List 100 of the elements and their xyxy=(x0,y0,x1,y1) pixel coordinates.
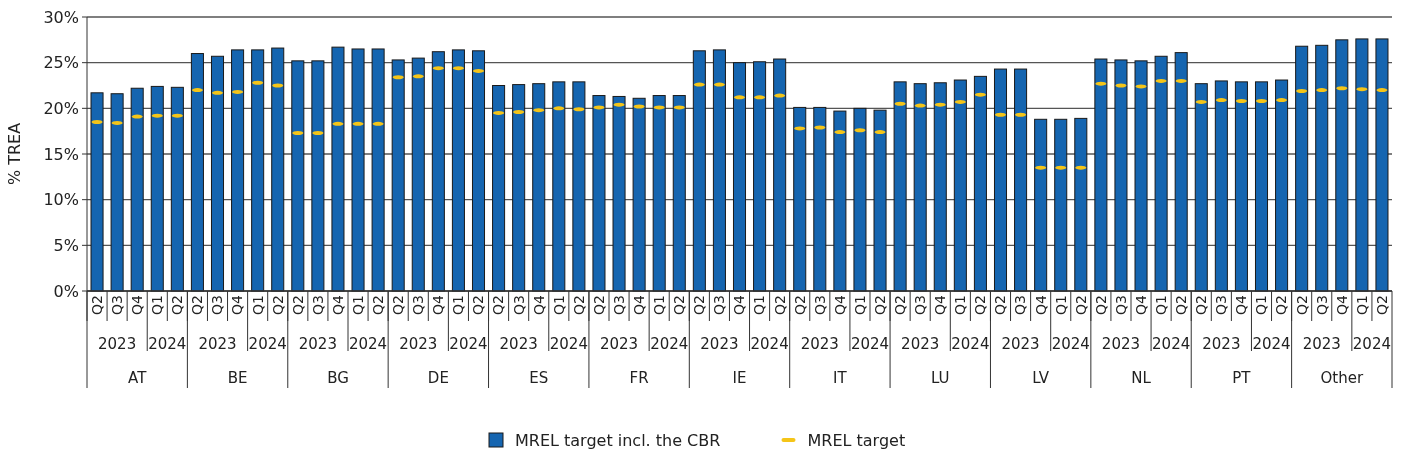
text: IE xyxy=(732,369,747,387)
text: 2024 xyxy=(348,335,388,353)
text: 2023 xyxy=(901,335,940,353)
bar xyxy=(1154,55,1168,292)
bar xyxy=(532,83,546,292)
text: 2023 xyxy=(599,335,639,353)
y-tick-label: 10% xyxy=(43,190,79,210)
text: BG xyxy=(327,369,349,387)
x-tick-label: Q2 xyxy=(791,295,808,315)
x-tick-label: Q4 xyxy=(430,294,447,315)
bar xyxy=(492,85,506,292)
bar xyxy=(692,50,706,292)
x-tick-label: Q3 xyxy=(912,295,929,315)
text: 2023 xyxy=(98,335,137,353)
bar xyxy=(933,82,947,292)
text: IT xyxy=(833,369,848,387)
x-tick-label: Q2 xyxy=(88,295,105,315)
x-tick-label: Q1 xyxy=(1353,295,1370,315)
x-tick-label: Q3 xyxy=(711,295,728,315)
x-tick-label: Q1 xyxy=(1153,295,1170,315)
x-tick-label: Q2 xyxy=(671,295,688,315)
bar xyxy=(572,81,586,292)
bar xyxy=(291,60,305,292)
bar xyxy=(150,85,164,292)
x-tick-label: Q2 xyxy=(189,295,206,315)
bar xyxy=(1295,45,1309,292)
text: 2024 xyxy=(750,335,789,353)
bar xyxy=(190,53,204,292)
bar xyxy=(1355,38,1369,292)
bar xyxy=(231,49,245,292)
text: 2024 xyxy=(248,335,287,353)
bar xyxy=(1074,117,1088,292)
x-tick-label: Q3 xyxy=(209,295,226,315)
bar xyxy=(773,58,787,292)
bar xyxy=(552,81,566,292)
x-tick-label: Q4 xyxy=(129,294,146,315)
bar xyxy=(1214,80,1228,292)
bar xyxy=(732,62,747,292)
x-tick-label: Q2 xyxy=(1373,295,1390,315)
bar xyxy=(1275,79,1289,292)
bar xyxy=(311,60,325,292)
bar xyxy=(1234,81,1248,292)
bar xyxy=(873,109,887,292)
x-tick-label: Q3 xyxy=(109,295,126,315)
x-tick-label: Q2 xyxy=(1293,295,1310,315)
text: 2024 xyxy=(1051,335,1090,353)
bar xyxy=(632,97,646,292)
bar xyxy=(993,68,1008,292)
bar xyxy=(351,48,365,292)
x-tick-label: Q2 xyxy=(390,295,407,315)
x-tick-label: Q3 xyxy=(610,295,627,315)
x-tick-label: Q1 xyxy=(1253,295,1270,315)
x-tick-label: Q2 xyxy=(1092,295,1109,315)
x-tick-label: Q3 xyxy=(410,295,427,315)
x-tick-label: Q2 xyxy=(771,295,788,315)
text: 2024 xyxy=(449,335,488,353)
bar xyxy=(1014,68,1028,292)
x-tick-label: Q2 xyxy=(590,295,607,315)
bar xyxy=(371,48,385,292)
bar xyxy=(652,95,666,292)
x-tick-label: Q4 xyxy=(229,294,246,315)
bar xyxy=(90,92,104,292)
x-tick-label: Q4 xyxy=(831,294,848,315)
text: FR xyxy=(629,369,649,387)
x-tick-label: Q2 xyxy=(370,295,387,315)
bar xyxy=(853,107,867,292)
x-tick-label: Q1 xyxy=(1052,295,1069,315)
y-tick-label: 20% xyxy=(43,98,79,118)
bar xyxy=(331,46,345,292)
x-tick-label: Q1 xyxy=(249,295,266,315)
x-tick-label: Q3 xyxy=(1112,295,1129,315)
x-tick-label: Q1 xyxy=(851,295,868,315)
bar xyxy=(753,61,767,292)
bar xyxy=(1094,58,1108,292)
text: 2024 xyxy=(850,335,890,353)
bar xyxy=(471,50,486,292)
text: NL xyxy=(1131,369,1152,387)
text: 2023 xyxy=(700,335,739,353)
text: DE xyxy=(427,369,449,387)
x-tick-label: Q2 xyxy=(992,295,1009,315)
y-tick-label: 25% xyxy=(43,53,79,73)
x-tick-label: Q4 xyxy=(932,294,949,315)
x-tick-label: Q4 xyxy=(1233,294,1250,315)
text: ES xyxy=(529,369,549,387)
x-tick-label: Q3 xyxy=(309,295,326,315)
x-tick-label: Q1 xyxy=(149,295,166,315)
x-tick-label: Q2 xyxy=(972,295,989,315)
bar xyxy=(170,86,184,292)
x-tick-label: Q2 xyxy=(289,295,306,315)
x-tick-label: Q2 xyxy=(570,295,587,315)
bar xyxy=(130,87,144,292)
x-tick-label: Q1 xyxy=(751,295,768,315)
text: 2023 xyxy=(1302,335,1341,353)
bar xyxy=(1034,118,1048,292)
text: 2023 xyxy=(399,335,438,353)
text: BE xyxy=(227,369,248,387)
bar xyxy=(411,57,425,292)
x-tick-label: Q1 xyxy=(550,295,567,315)
text: 2023 xyxy=(499,335,538,353)
x-tick-label: Q4 xyxy=(731,294,748,315)
